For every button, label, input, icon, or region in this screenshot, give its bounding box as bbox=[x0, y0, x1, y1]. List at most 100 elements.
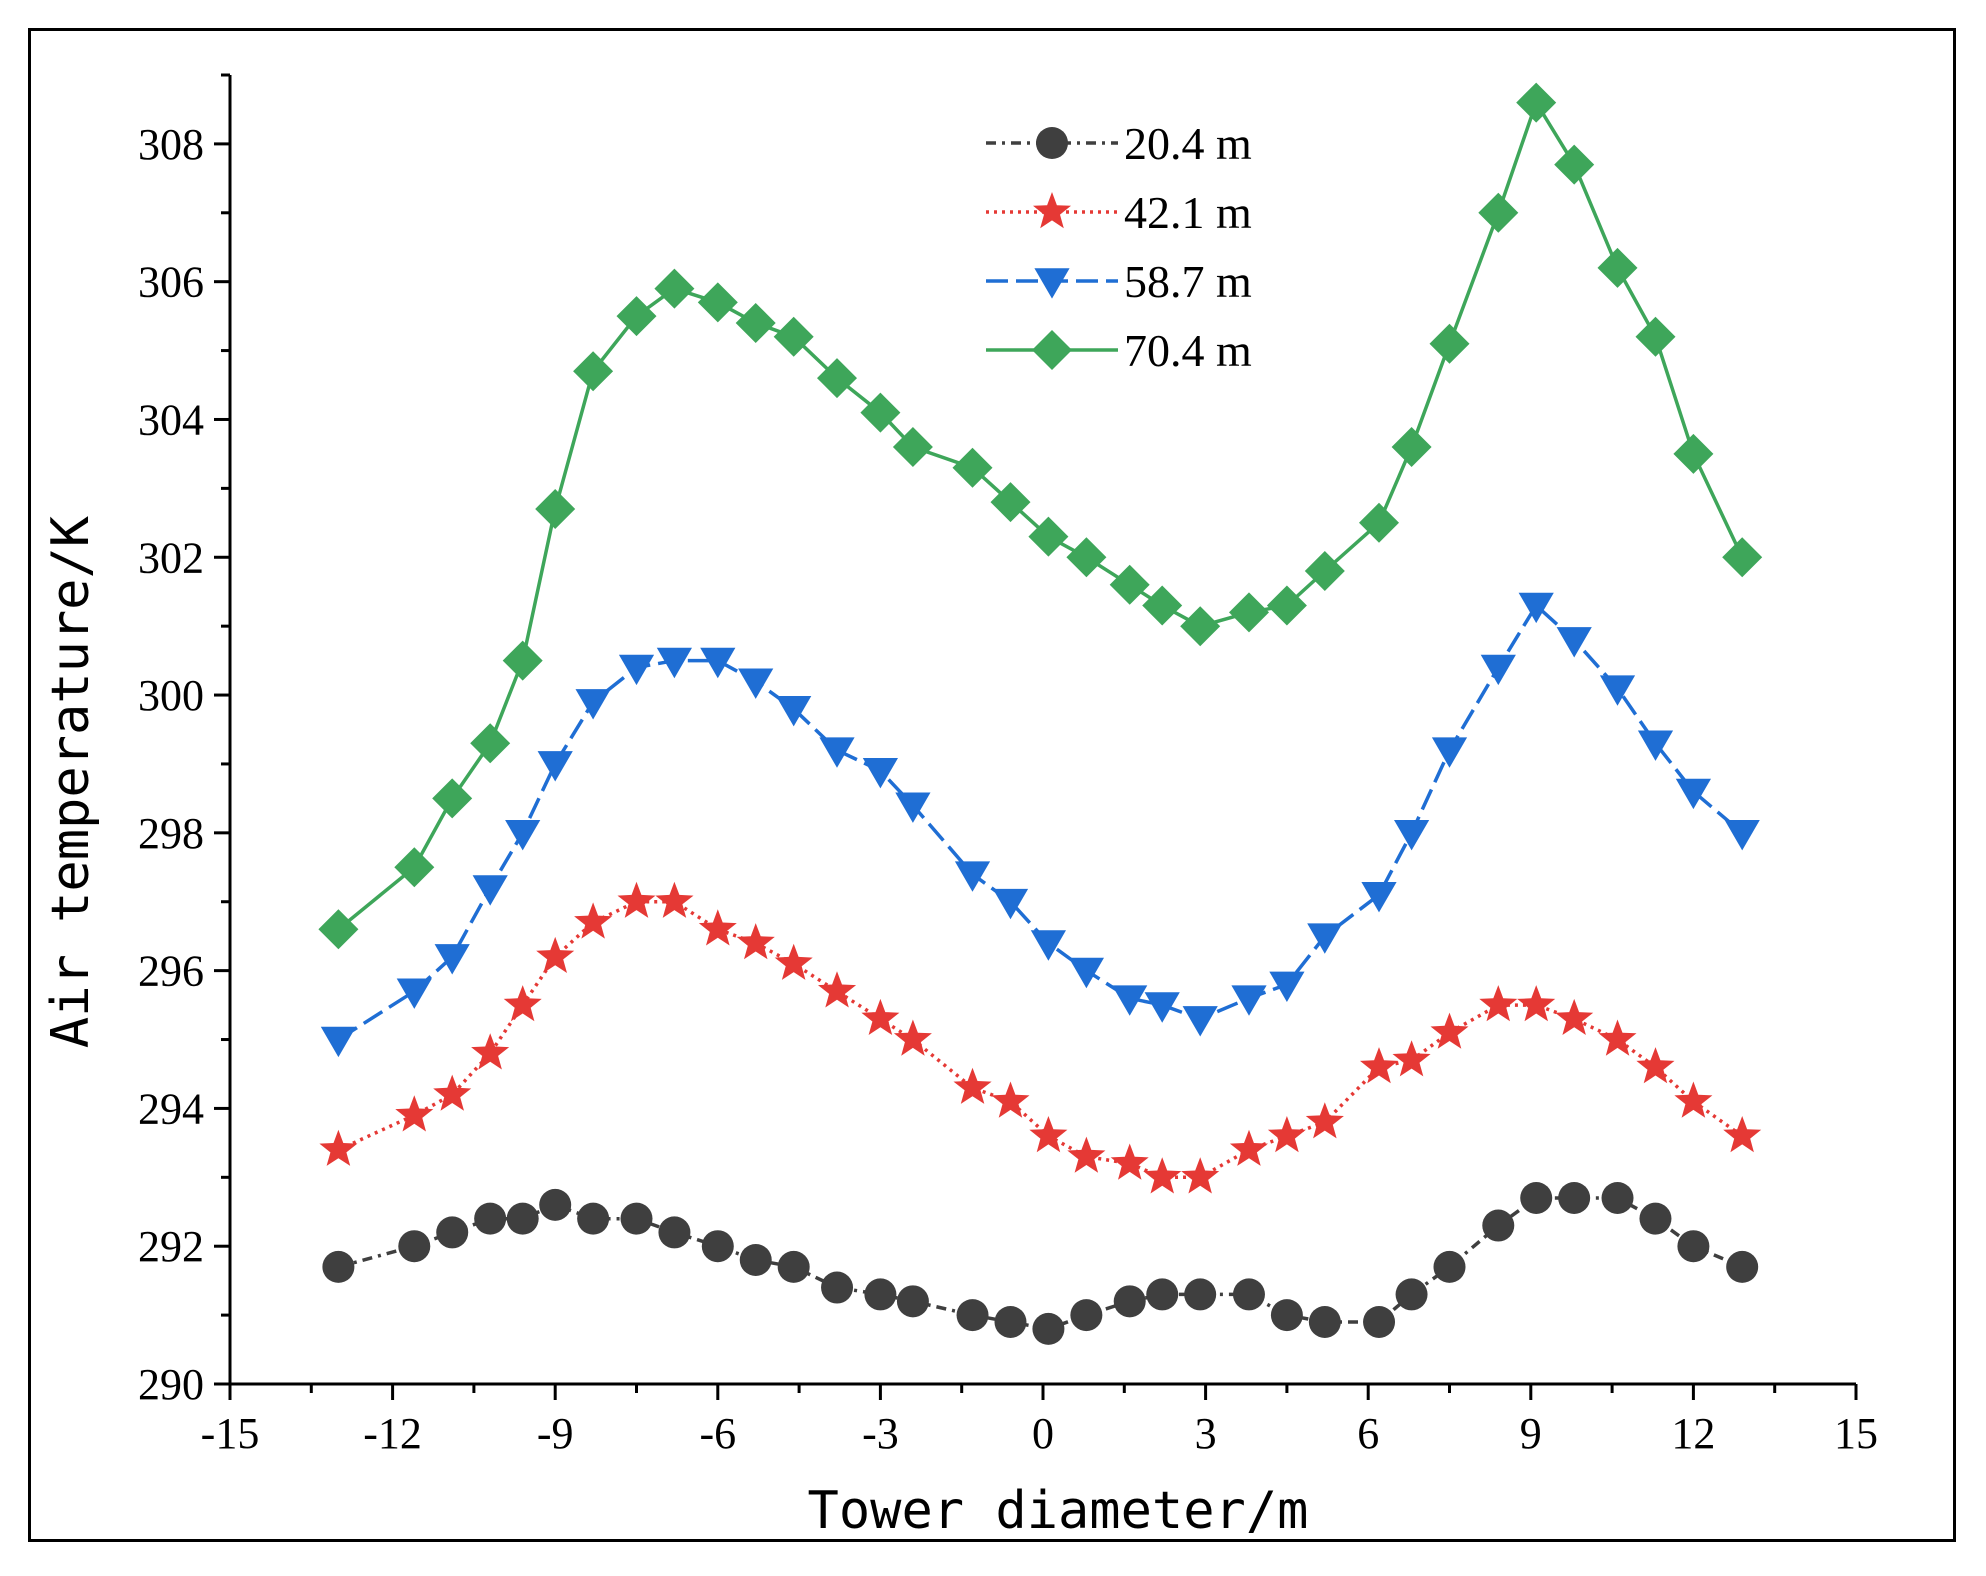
data-point bbox=[1433, 1250, 1466, 1283]
data-point bbox=[1028, 516, 1069, 557]
data-point bbox=[1516, 82, 1557, 123]
data-point bbox=[1231, 985, 1267, 1016]
data-point bbox=[1360, 1047, 1399, 1084]
legend-label: 58.7 m bbox=[1124, 256, 1252, 307]
data-point bbox=[506, 1202, 539, 1235]
data-point bbox=[616, 296, 657, 337]
legend-marker bbox=[1033, 192, 1071, 229]
data-point bbox=[1144, 992, 1180, 1023]
data-point bbox=[1637, 730, 1674, 761]
data-point bbox=[1068, 957, 1104, 989]
legend-marker bbox=[1036, 127, 1068, 159]
y-axis-title: Air temperature/K bbox=[41, 515, 101, 1048]
x-tick-label: 15 bbox=[1834, 1409, 1878, 1458]
legend-item: 58.7 m bbox=[986, 256, 1252, 307]
data-point bbox=[1391, 427, 1432, 467]
data-point bbox=[539, 1188, 572, 1221]
data-point bbox=[862, 758, 898, 789]
data-point bbox=[1639, 1202, 1672, 1235]
legend-item: 20.4 m bbox=[986, 118, 1252, 169]
data-point bbox=[1112, 985, 1148, 1016]
data-point bbox=[700, 647, 736, 679]
y-tick-label: 304 bbox=[138, 395, 204, 444]
data-point bbox=[1308, 1305, 1341, 1338]
data-point bbox=[1673, 433, 1714, 474]
data-point bbox=[1070, 1299, 1103, 1332]
y-tick-label: 294 bbox=[138, 1084, 204, 1133]
data-point bbox=[470, 723, 511, 764]
data-point bbox=[1030, 930, 1066, 961]
data-point bbox=[860, 392, 901, 433]
legend-label: 42.1 m bbox=[1124, 187, 1252, 238]
series-line bbox=[337, 602, 1744, 1041]
data-point bbox=[773, 316, 814, 357]
data-point bbox=[861, 998, 900, 1035]
data-point bbox=[577, 1202, 610, 1235]
data-point bbox=[1520, 1181, 1553, 1214]
data-point bbox=[1304, 551, 1345, 591]
series-20-4-m bbox=[322, 1181, 1759, 1345]
data-point bbox=[617, 881, 656, 918]
data-point bbox=[701, 1230, 734, 1263]
y-tick-label: 306 bbox=[138, 258, 204, 307]
data-point bbox=[1305, 1102, 1344, 1139]
data-point bbox=[736, 923, 775, 960]
data-point bbox=[1266, 585, 1307, 626]
data-point bbox=[892, 427, 933, 467]
data-point bbox=[895, 792, 931, 823]
data-point bbox=[1635, 316, 1676, 357]
data-point bbox=[1597, 247, 1638, 288]
x-tick-label: 3 bbox=[1195, 1409, 1217, 1458]
data-point bbox=[954, 861, 991, 892]
data-point bbox=[893, 1019, 932, 1056]
data-point bbox=[1229, 592, 1269, 633]
data-point bbox=[318, 909, 359, 950]
data-point bbox=[1478, 192, 1519, 233]
data-point bbox=[1066, 537, 1107, 578]
data-point bbox=[1184, 1278, 1217, 1311]
x-tick-label: -12 bbox=[363, 1409, 422, 1458]
data-point bbox=[819, 737, 855, 768]
data-point bbox=[1558, 1181, 1591, 1214]
legend-marker bbox=[1032, 330, 1072, 370]
x-tick-label: -3 bbox=[862, 1409, 899, 1458]
legend-item: 70.4 m bbox=[986, 325, 1252, 376]
series-58-7-m bbox=[320, 592, 1760, 1058]
y-tick-label: 302 bbox=[138, 533, 204, 582]
axes: -15 -12 -9 -6 -3 0 3 6 9 12 15 290 292 294 296 298 300 30… bbox=[138, 73, 1878, 1458]
x-tick-label: 12 bbox=[1671, 1409, 1715, 1458]
data-point bbox=[1232, 1278, 1265, 1311]
x-tick-label: 6 bbox=[1357, 1409, 1379, 1458]
data-point bbox=[394, 847, 435, 888]
data-point bbox=[574, 902, 613, 939]
data-point bbox=[1032, 1312, 1065, 1345]
legend-label: 20.4 m bbox=[1124, 118, 1252, 169]
data-point bbox=[1143, 1157, 1182, 1194]
data-point bbox=[1146, 1278, 1179, 1311]
data-point bbox=[1109, 564, 1150, 605]
data-point bbox=[575, 689, 611, 720]
data-point bbox=[320, 1026, 356, 1058]
data-point bbox=[956, 1299, 989, 1332]
data-point bbox=[1726, 1250, 1759, 1283]
data-point bbox=[1554, 144, 1595, 185]
data-point bbox=[953, 1067, 992, 1104]
data-point bbox=[536, 936, 575, 973]
data-point bbox=[1724, 820, 1760, 851]
data-point bbox=[1675, 778, 1711, 810]
data-point bbox=[398, 1230, 431, 1263]
data-point bbox=[1270, 1299, 1303, 1332]
data-point bbox=[1029, 1116, 1068, 1153]
data-point bbox=[474, 1202, 507, 1235]
data-point bbox=[1361, 882, 1397, 913]
legend: 20.4 m 42.1 m 58.7 m 70.4 m bbox=[986, 118, 1252, 376]
data-point bbox=[739, 1243, 772, 1276]
data-point bbox=[1598, 1019, 1637, 1056]
y-tick-label: 300 bbox=[138, 671, 204, 720]
y-tick-label: 296 bbox=[138, 947, 204, 996]
data-point bbox=[991, 1081, 1030, 1118]
data-point bbox=[1674, 1081, 1713, 1118]
data-point bbox=[697, 282, 738, 323]
data-point bbox=[1518, 592, 1554, 624]
data-point bbox=[1429, 323, 1470, 364]
